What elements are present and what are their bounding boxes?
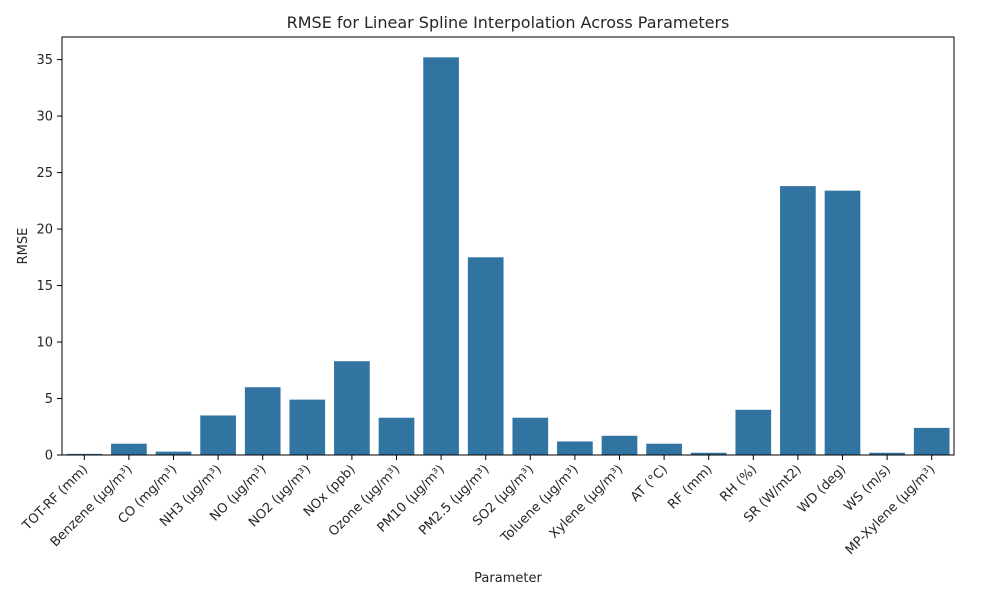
chart-title: RMSE for Linear Spline Interpolation Acr…: [287, 13, 730, 32]
y-tick-label: 0: [45, 449, 53, 464]
bar: [646, 443, 682, 455]
bar: [111, 443, 147, 455]
y-axis-label: RMSE: [16, 228, 31, 265]
y-axis-ticks: 0 5 10 15 20 25 30 35: [36, 53, 62, 464]
x-tick-label: AT (°C): [628, 462, 671, 505]
bar: [66, 453, 103, 455]
bar: [512, 417, 549, 455]
y-tick-label: 10: [36, 336, 53, 351]
x-tick-label: WD (deg): [795, 462, 849, 516]
x-axis-ticks: TOT-RF (mm)Benzene (µg/m³)CO (mg/m³)NH3 …: [19, 455, 939, 558]
bar: [735, 409, 772, 455]
bar: [289, 399, 326, 455]
y-tick-label: 20: [36, 223, 53, 238]
x-tick-label: RH (%): [717, 462, 760, 505]
y-tick-label: 35: [36, 53, 53, 68]
bar: [690, 452, 727, 455]
bar: [423, 57, 459, 456]
x-tick-label: Benzene (µg/m³): [48, 462, 136, 550]
bar: [378, 417, 415, 455]
x-tick-label: MP-Xylene (µg/m³): [843, 462, 939, 558]
y-tick-label: 15: [36, 279, 53, 294]
x-tick-label: Toluene (µg/m³): [498, 462, 582, 546]
bar-series: [66, 57, 950, 456]
x-axis-label: Parameter: [474, 571, 542, 586]
bar: [601, 435, 638, 455]
bar: [334, 361, 370, 455]
bar: [913, 427, 950, 455]
bar: [557, 441, 593, 455]
y-tick-label: 30: [36, 110, 53, 125]
bar: [869, 452, 905, 455]
y-tick-label: 5: [45, 392, 53, 407]
plot-frame: [61, 36, 955, 456]
bar: [824, 190, 861, 455]
bar: [780, 186, 816, 455]
bar: [467, 257, 504, 455]
x-tick-label: RF (mm): [665, 462, 715, 512]
bar: [244, 387, 281, 455]
bar: [155, 451, 192, 455]
bar: [200, 415, 236, 455]
y-tick-label: 25: [36, 166, 53, 181]
